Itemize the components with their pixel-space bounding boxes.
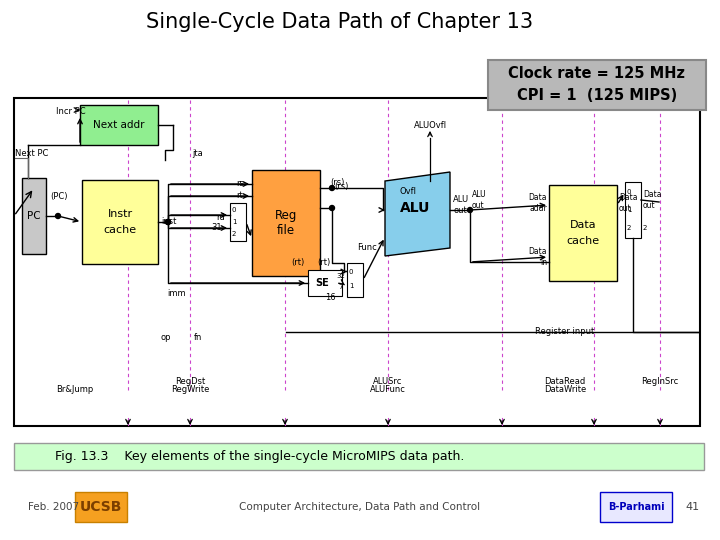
Text: Single-Cycle Data Path of Chapter 13: Single-Cycle Data Path of Chapter 13 [146,12,534,32]
Text: Data
out: Data out [619,193,637,213]
Text: ALU
out: ALU out [472,190,487,210]
Text: Register input: Register input [536,327,595,336]
Text: 0: 0 [232,207,236,213]
FancyBboxPatch shape [75,492,127,522]
FancyBboxPatch shape [14,443,704,470]
FancyBboxPatch shape [252,170,320,276]
Text: 1: 1 [232,219,236,225]
Text: ALUSrc: ALUSrc [373,377,402,387]
FancyBboxPatch shape [488,60,706,110]
Text: DataWrite: DataWrite [544,386,586,395]
Text: Next addr: Next addr [94,120,145,130]
Text: 1: 1 [348,283,354,289]
Circle shape [330,186,335,191]
Text: RegDst: RegDst [175,377,205,387]
Text: PC: PC [27,211,41,221]
Text: Br&Jump: Br&Jump [56,386,94,395]
Text: Fig. 13.3    Key elements of the single-cycle MicroMIPS data path.: Fig. 13.3 Key elements of the single-cyc… [55,450,464,463]
Text: 2: 2 [232,231,236,237]
FancyBboxPatch shape [14,98,700,426]
Text: Data: Data [570,220,596,230]
FancyBboxPatch shape [308,270,342,296]
Text: op: op [161,334,171,342]
Text: Next PC: Next PC [15,148,48,158]
Text: 41: 41 [686,502,700,512]
Text: (rs): (rs) [334,181,348,191]
Text: RegInSrc: RegInSrc [642,377,679,387]
Text: Func: Func [357,244,377,253]
Text: inst: inst [161,218,176,226]
Text: Computer Architecture, Data Path and Control: Computer Architecture, Data Path and Con… [240,502,480,512]
Text: rs: rs [236,179,244,188]
Text: file: file [277,225,295,238]
FancyBboxPatch shape [230,203,246,241]
Text: 2: 2 [643,225,647,231]
Text: Data
in: Data in [528,247,547,267]
FancyBboxPatch shape [347,263,363,297]
FancyBboxPatch shape [625,182,641,238]
Text: 31: 31 [212,224,222,233]
Text: UCSB: UCSB [80,500,122,514]
Text: Data
out: Data out [643,190,662,210]
Text: Feb. 2007: Feb. 2007 [28,502,79,512]
Text: 0: 0 [348,269,354,275]
Text: jta: jta [192,148,203,158]
FancyBboxPatch shape [600,492,672,522]
Text: 1: 1 [626,207,631,213]
Text: imm: imm [167,288,186,298]
FancyBboxPatch shape [22,178,46,254]
Polygon shape [385,172,450,256]
FancyBboxPatch shape [82,180,158,264]
Text: Ovfl: Ovfl [400,186,416,195]
FancyBboxPatch shape [80,105,158,145]
Text: Clock rate = 125 MHz: Clock rate = 125 MHz [508,66,685,82]
Text: ALU
out: ALU out [453,195,469,215]
Text: Data
addr: Data addr [528,193,547,213]
Text: ALUOvfl: ALUOvfl [413,122,446,131]
Text: cache: cache [104,225,137,235]
Text: cache: cache [567,236,600,246]
Circle shape [467,207,472,213]
Text: ALUFunc: ALUFunc [370,386,406,395]
Circle shape [166,219,171,225]
Text: 32: 32 [336,273,346,279]
Text: rt: rt [236,192,243,200]
Text: 16: 16 [325,294,336,302]
Text: 2: 2 [627,225,631,231]
Text: Instr: Instr [107,209,132,219]
Text: Reg: Reg [275,208,297,221]
Text: CPI = 1  (125 MIPS): CPI = 1 (125 MIPS) [517,87,677,103]
Text: fn: fn [194,334,202,342]
Text: (rt): (rt) [317,258,330,267]
Circle shape [166,219,171,225]
Text: rd: rd [216,213,225,222]
Text: (rs): (rs) [330,179,344,187]
Text: RegWrite: RegWrite [171,386,210,395]
Text: Incr PC: Incr PC [56,107,86,117]
Text: (rt): (rt) [292,258,305,267]
Text: 7: 7 [338,284,343,290]
Circle shape [55,213,60,219]
Text: DataRead: DataRead [544,377,585,387]
Text: SE: SE [315,278,329,288]
Text: ALU: ALU [400,201,430,215]
Text: B-Parhami: B-Parhami [608,502,665,512]
FancyBboxPatch shape [549,185,617,281]
Text: (PC): (PC) [50,192,68,200]
Circle shape [330,206,335,211]
Text: 0: 0 [626,189,631,195]
